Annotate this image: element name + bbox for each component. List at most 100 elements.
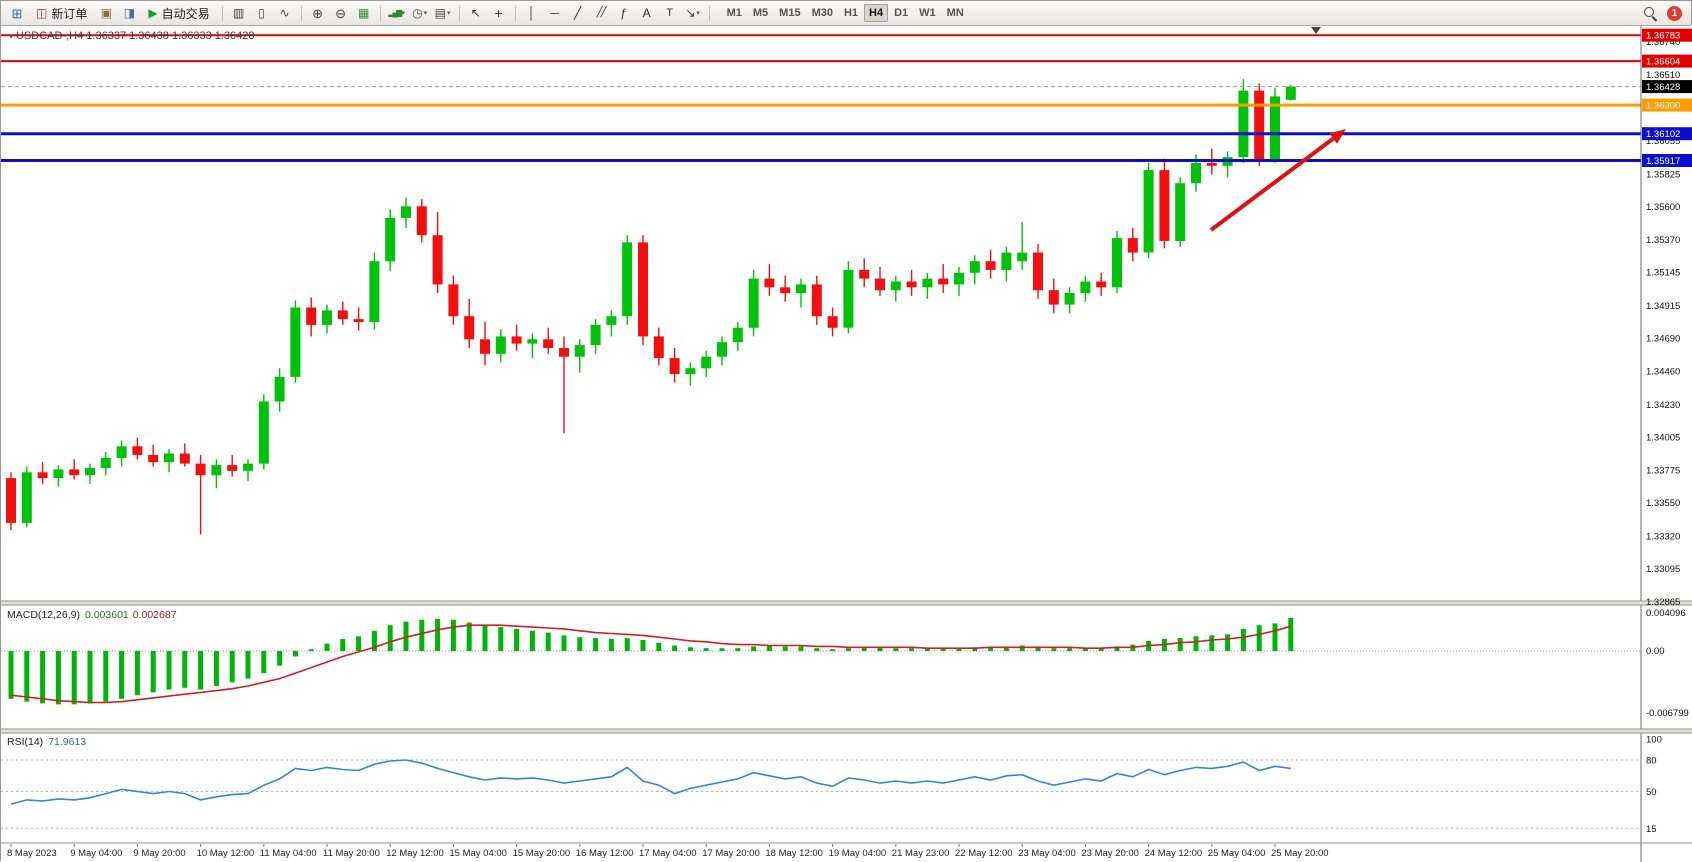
candle-body [1270,96,1280,160]
macd-bar [877,647,883,651]
candle-body [1064,293,1075,305]
candle-body [416,206,427,236]
dropdown-arrow-icon[interactable]: ▾ [423,10,428,17]
new-order-button-label: 新订单 [51,6,88,21]
price-tick: 1.35825 [1646,169,1680,180]
tile-windows-icon[interactable]: ▦ [353,3,375,24]
timeframe-m1[interactable]: M1 [726,7,742,19]
price-level-label [1642,98,1692,112]
time-label: 9 May 04:00 [70,848,122,859]
timeframe-m30[interactable]: M30 [811,7,833,19]
panel-separator[interactable] [1,601,1692,605]
macd-bar [1240,628,1246,651]
macd-bar [893,648,899,651]
data-window-icon[interactable]: ◨ [118,3,140,24]
candlestick-chart-icon[interactable]: ▯ [251,3,273,24]
timeframe-h4[interactable]: H4 [864,4,889,22]
templates-icon[interactable]: ▤ ▾ [432,3,454,24]
timeframe-m5[interactable]: M5 [752,7,769,19]
candle-body [1143,170,1154,253]
new-chart-icon[interactable]: ⊞ [6,3,28,24]
trend-arrow[interactable] [1209,129,1346,232]
candle-body [890,281,901,291]
fibonacci-icon[interactable]: ƒ [613,3,635,24]
timeframe-m15[interactable]: M15 [779,7,801,19]
macd-bar [150,651,156,693]
timeframe-h1[interactable]: H1 [843,7,859,19]
cursor-icon[interactable]: ↖ [465,3,487,24]
timeframe-w1[interactable]: W1 [919,7,936,19]
candle-body [906,281,917,288]
time-label: 24 May 12:00 [1145,848,1203,859]
charts-profile-icon[interactable]: ▣ [95,3,117,24]
new-order-button[interactable]: ◫ 新订单 [29,3,94,24]
indicators-icon[interactable]: ▂▄▆ ▾ [386,3,408,24]
price-tick: 1.36510 [1646,70,1680,81]
candle-body [401,206,411,218]
zoom-out-icon[interactable]: ⊖ [330,3,352,24]
new-order-button-icon: ◫ [36,6,48,20]
crosshair-icon[interactable]: + [488,3,510,24]
price-tick: 1.32865 [1646,597,1680,608]
dropdown-arrow-icon[interactable]: ▾ [401,10,405,17]
timeframe-mn[interactable]: MN [946,7,964,19]
label-icon[interactable]: T [659,3,681,24]
candle-body [274,376,285,402]
candle-body [1238,90,1249,158]
shapes-icon: ↘ [685,6,696,20]
candle-body [748,278,759,328]
toolbar-separator [221,5,223,21]
candle-body [1048,290,1059,305]
macd-bar [988,647,994,651]
macd-bar [798,646,804,651]
macd-bar [703,648,709,651]
candle-body [243,463,253,471]
vertical-line-icon[interactable]: │ [521,3,543,24]
tile-windows-icon: ▦ [357,6,370,20]
candle-body [1017,252,1028,262]
line-chart-icon: ∿ [279,6,290,20]
periods-icon[interactable]: ◷ ▾ [409,3,431,24]
timeframe-d1[interactable]: D1 [894,7,909,19]
auto-trading-button[interactable]: ▶ 自动交易 [141,3,216,24]
search-icon[interactable] [1642,5,1658,21]
macd-bar [1288,617,1294,651]
toolbar-separator [458,5,460,21]
text-icon[interactable]: A [636,3,658,24]
candle-body [37,472,48,479]
candle-body [701,356,712,369]
chart-background[interactable] [1,25,1692,862]
price-tick: 1.36055 [1646,136,1680,147]
candle-body [669,358,680,374]
trend-arrow-line[interactable] [1209,136,1335,232]
macd-bar [577,637,583,651]
horizontal-line-icon[interactable]: ─ [544,3,566,24]
channel-icon[interactable]: ╱╱ [590,3,612,24]
time-label: 15 May 04:00 [449,848,507,859]
macd-bar [482,625,488,651]
candle-body [385,217,396,262]
notification-badge[interactable]: 1 [1667,5,1682,21]
macd-bar [245,651,251,679]
macd-bar [40,651,46,704]
time-label: 11 May 20:00 [323,848,380,859]
panel-separator[interactable] [1,729,1692,733]
macd-bar [1272,623,1278,651]
bars-chart-icon[interactable]: ▥ [228,3,250,24]
zoom-in-icon[interactable]: ⊕ [307,3,329,24]
price-level-label-text: 1.36604 [1646,57,1680,68]
rsi-axis-label: 100 [1646,735,1662,746]
dropdown-arrow-icon[interactable]: ▾ [447,10,451,17]
candle-body [369,261,380,322]
macd-bar [71,651,77,705]
line-chart-icon[interactable]: ∿ [274,3,296,24]
chart-shift-marker[interactable] [1311,27,1321,34]
macd-bar [340,639,346,651]
trendline-icon[interactable]: ╱ [567,3,589,24]
shapes-icon[interactable]: ↘ ▾ [682,3,704,24]
time-label: 12 May 12:00 [386,848,444,859]
time-label: 9 May 20:00 [133,848,185,859]
rsi-line [10,759,1291,805]
chart-menu-icon[interactable]: ▾ [9,32,14,41]
dropdown-arrow-icon[interactable]: ▾ [696,10,700,17]
